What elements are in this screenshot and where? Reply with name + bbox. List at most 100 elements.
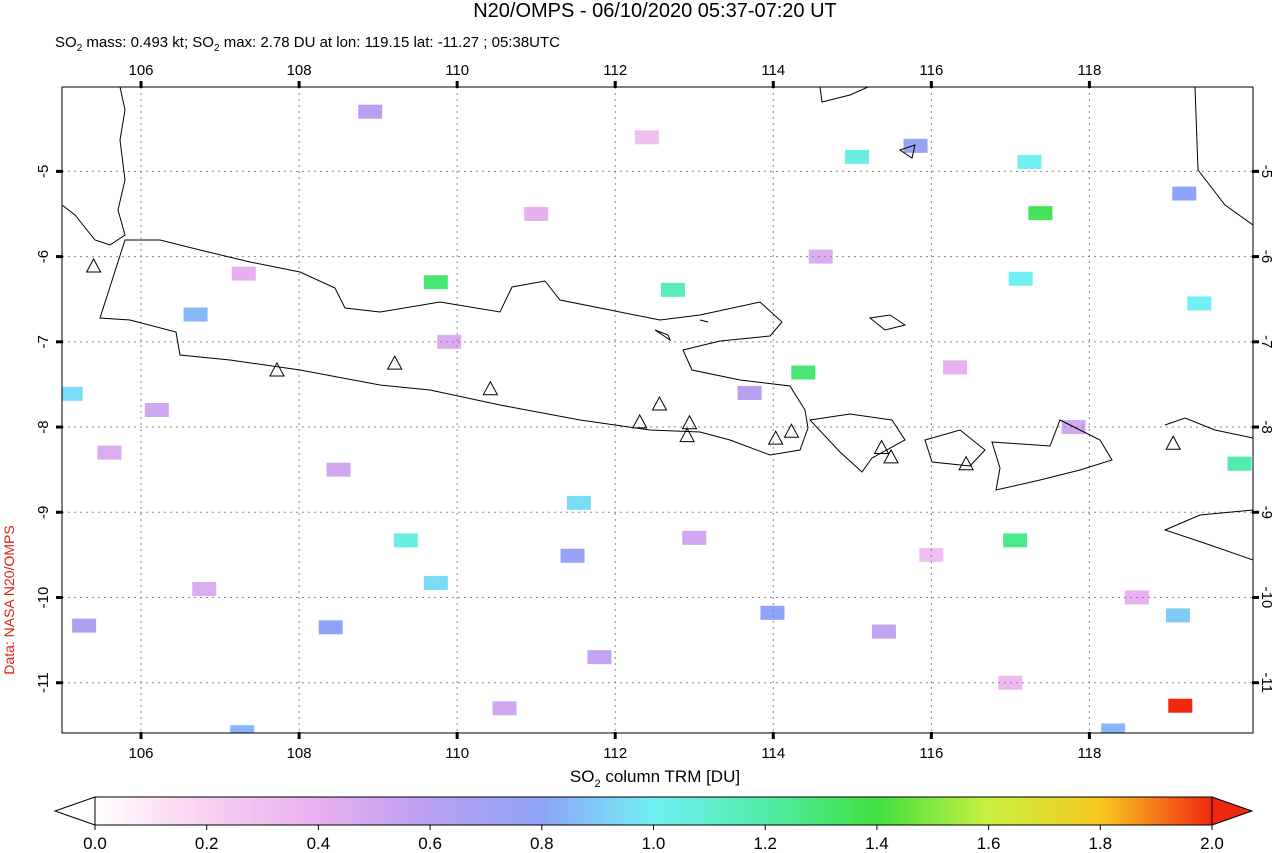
coast-islands [654, 144, 916, 342]
colorbar-tick-label: 1.4 [865, 834, 889, 853]
colorbar-tick-label: 1.8 [1088, 834, 1112, 853]
so2-pixel [358, 104, 383, 119]
coastlines [62, 87, 1253, 561]
so2-pixel [560, 548, 585, 563]
colorbar-tick-label: 0.8 [530, 834, 554, 853]
coast-sumatra [62, 87, 126, 246]
colorbar-label: SO2 column TRM [DU] [570, 767, 740, 790]
x-tick-label: 108 [287, 745, 312, 762]
axes: 106 106 108 108 110 110 112 112 114 114 116 116 118 1… [35, 62, 1272, 762]
y-tick-label: -7 [35, 335, 52, 348]
volcano [873, 439, 890, 454]
so2-pixel [423, 275, 448, 290]
y-tick-label: -8 [35, 420, 52, 433]
volcano [679, 427, 695, 443]
subtitle-sub: 2 [214, 43, 220, 54]
x-tick-label: 106 [129, 62, 154, 79]
colorbar-extend-low [53, 796, 96, 826]
y-tick-label: -11 [35, 672, 52, 693]
y-tick-label: -5 [35, 165, 52, 178]
so2-pixel [437, 334, 462, 349]
map-frame [61, 86, 1254, 734]
colorbar-tick-label: 0.6 [418, 834, 442, 853]
subtitle-part: max: 2.78 DU at lon: 119.15 lat: -11.27 … [220, 34, 561, 51]
so2-pixel [943, 360, 968, 375]
volcano [767, 430, 784, 445]
volcano [958, 455, 974, 471]
volcano [883, 448, 899, 464]
so2-pixel [808, 249, 833, 264]
so2-pixel [72, 618, 97, 633]
so2-pixel [318, 620, 343, 635]
x-tick-label: 116 [919, 745, 943, 762]
so2-pixel [791, 365, 816, 380]
so2-pixel [682, 530, 707, 545]
so2-pixel [326, 462, 351, 477]
y-tick-label: -11 [1258, 672, 1272, 693]
x-tick-label: 106 [129, 745, 154, 762]
y-tick-label: -9 [35, 506, 52, 519]
colorbar-scale [94, 796, 1213, 826]
colorbar-label-part: column TRM [DU] [601, 767, 741, 786]
so2-pixel [1101, 723, 1126, 733]
volcano [85, 257, 102, 273]
coast-java [99, 239, 809, 456]
so2-pixel [1172, 186, 1197, 201]
coast-bali [808, 413, 906, 473]
title: N20/OMPS - 06/10/2020 05:37-07:20 UT [473, 0, 837, 22]
colorbar-tick-label: 0.0 [83, 834, 107, 853]
volcano [681, 414, 698, 430]
so2-pixel [1028, 206, 1053, 221]
so2-pixel [423, 576, 448, 591]
y-tick-label: -6 [35, 250, 52, 263]
colorbar: 0.0 0.2 0.4 0.6 0.8 1.0 1.2 1.4 1.6 1.8 2.0 [53, 796, 1254, 853]
so2-pixel [1165, 608, 1190, 623]
so2-pixel [587, 650, 612, 665]
so2-pixel [192, 581, 217, 596]
so2-pixel [903, 138, 928, 153]
so2-pixel [660, 282, 685, 297]
colorbar-label-sub: 2 [594, 778, 600, 790]
coast-sulawesi [1194, 87, 1253, 226]
so2-pixel [1017, 154, 1042, 169]
volcano [386, 355, 403, 370]
so2-pixel [737, 385, 762, 400]
coast-lombok [924, 429, 986, 467]
subtitle: SO2 mass: 0.493 kt; SO2 max: 2.78 DU at … [55, 34, 560, 54]
so2-pixel [871, 624, 896, 639]
so2-pixel [919, 547, 944, 562]
volcano [269, 361, 285, 377]
x-tick-label: 118 [1077, 745, 1101, 762]
so2-pixel [1227, 456, 1252, 471]
volcano [631, 413, 648, 429]
so2-pixel [393, 533, 418, 548]
colorbar-tick-label: 2.0 [1200, 834, 1224, 853]
y-tick-label: -5 [1258, 165, 1272, 178]
so2-pixel [1003, 533, 1028, 548]
y-tick-label: -7 [1258, 335, 1272, 348]
coast-kalimantan [819, 87, 869, 103]
so2-pixel [230, 725, 255, 733]
so2-pixel [1168, 698, 1193, 713]
x-tick-label: 114 [761, 745, 785, 762]
volcano [783, 423, 800, 438]
coast-sumba [1163, 509, 1253, 561]
volcano [1165, 435, 1182, 450]
so2-layer [62, 104, 1252, 733]
so2-pixel [524, 206, 549, 221]
colorbar-extend-high [1211, 796, 1254, 826]
x-tick-label: 114 [761, 62, 785, 79]
data-source: Data: NASA N20/OMPS [1, 525, 17, 674]
volcano [482, 380, 499, 396]
so2-pixel [231, 266, 256, 281]
y-tick-label: -9 [1258, 506, 1272, 519]
colorbar-tick-label: 1.6 [977, 834, 1001, 853]
so2-pixel [1187, 296, 1212, 311]
so2-pixel [492, 701, 517, 716]
so2-pixel [97, 445, 122, 460]
colorbar-tick-label: 1.0 [642, 834, 666, 853]
y-tick-label: -6 [1258, 250, 1272, 263]
subtitle-part: SO [55, 34, 77, 51]
